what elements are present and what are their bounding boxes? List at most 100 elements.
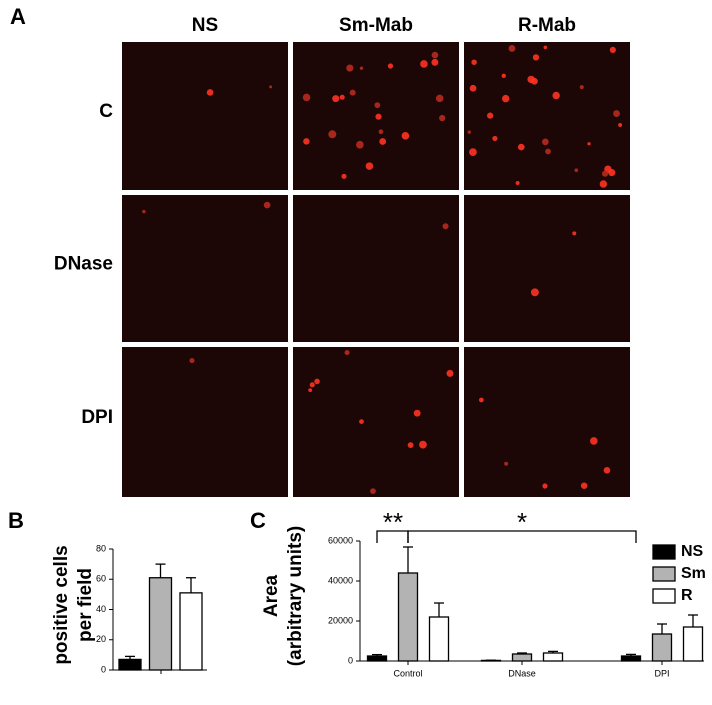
fluorescent-cell [189,358,195,364]
fluorescent-cell [309,382,315,388]
bar [651,633,673,662]
legend-swatch [652,544,676,560]
fluorescent-cell [349,89,356,96]
fluorescent-cell [599,180,608,188]
micrograph [122,195,288,342]
fluorescent-cell [375,113,382,120]
micrograph [293,195,459,342]
y-tick-label: 0 [348,655,353,665]
fluorescent-cell [401,132,410,140]
fluorescent-cell [263,201,271,209]
column-label: Sm-Mab [339,15,413,36]
fluorescent-cell [341,173,347,179]
fluorescent-cell [374,102,381,109]
legend-label: R [681,587,693,604]
fluorescent-cell [332,95,340,103]
fluorescent-cell [379,138,387,145]
bar [542,652,564,662]
fluorescent-cell [308,388,313,393]
fluorescent-cell [314,378,320,385]
bar [620,655,642,662]
fluorescent-cell [420,60,428,68]
fluorescent-cell [356,140,364,149]
fluorescent-cell [517,143,525,151]
fluorescent-cell [527,75,535,84]
fluorescent-cell [328,130,337,139]
fluorescent-cell [478,397,484,403]
y-axis-label-line: per field [75,568,96,642]
fluorescent-cell [552,91,560,100]
panel-label: A [10,4,26,29]
fluorescent-cell [359,419,364,424]
micrograph [293,347,459,497]
y-axis-label: positive cells per field [51,545,96,664]
fluorescent-cell [492,135,498,142]
fluorescent-cell [431,58,439,66]
fluorescent-cell [442,223,449,230]
column-label: NS [192,15,218,36]
fluorescent-cell [469,84,477,92]
fluorescent-cell [378,129,384,135]
y-tick-label: 20 [96,634,106,644]
fluorescent-cell [370,488,376,495]
legend-label: Sm [681,565,706,582]
fluorescent-cell [532,54,540,61]
micrograph [464,347,630,497]
fluorescent-cell [608,169,616,177]
bar [118,658,142,671]
fluorescent-cell [618,123,623,127]
annotation: ** [383,507,403,537]
fluorescent-cell [613,110,620,117]
fluorescent-cell [469,148,477,157]
fluorescent-cell [346,64,354,72]
fluorescent-cell [439,114,446,122]
bar [682,626,704,662]
fluorescent-cell [344,350,350,356]
bar [428,616,450,662]
fluorescent-cell [407,442,414,449]
fluorescent-cell [471,59,477,65]
fluorescent-cell [339,94,345,100]
legend-label: NS [681,543,704,560]
fluorescent-cell [574,168,579,173]
fluorescent-cell [269,85,273,89]
y-tick-label: 60 [96,574,106,584]
y-tick-label: 80 [96,543,106,553]
bar [366,655,388,662]
fluorescent-cell [431,51,439,59]
legend-swatch [652,566,676,582]
micrograph [464,195,630,342]
panel-label: B [8,508,24,533]
fluorescent-cell [419,440,427,449]
micrograph [122,42,288,190]
y-tick-label: 60000 [328,535,353,545]
fluorescent-cell [302,93,311,102]
y-tick-label: 40000 [328,575,353,585]
fluorescent-cell [413,409,421,417]
fluorescent-cell [541,138,549,146]
x-tick-label: DPI [654,668,669,678]
column-label: R-Mab [518,15,576,36]
fluorescent-cell [542,483,548,489]
fluorescent-cell [601,170,609,177]
fluorescent-cell [446,369,454,377]
bar [179,592,203,671]
fluorescent-cell [501,94,510,103]
panel-label: C [250,508,266,533]
fluorescent-cell [504,461,509,466]
fluorescent-cell [487,112,494,119]
bar [511,653,533,662]
row-label: DPI [81,407,113,428]
fluorescent-cell [435,94,444,103]
y-tick-label: 0 [101,664,106,674]
row-label: DNase [54,254,113,275]
legend-swatch [652,588,676,604]
fluorescent-cell [545,148,551,155]
x-tick-label: DNase [508,668,536,678]
y-axis-label-line: Area [261,574,282,617]
y-tick-label: 20000 [328,615,353,625]
fluorescent-cell [572,231,577,236]
fluorescent-cell [515,180,520,185]
y-axis-label: Area (arbitrary units) [261,526,306,666]
